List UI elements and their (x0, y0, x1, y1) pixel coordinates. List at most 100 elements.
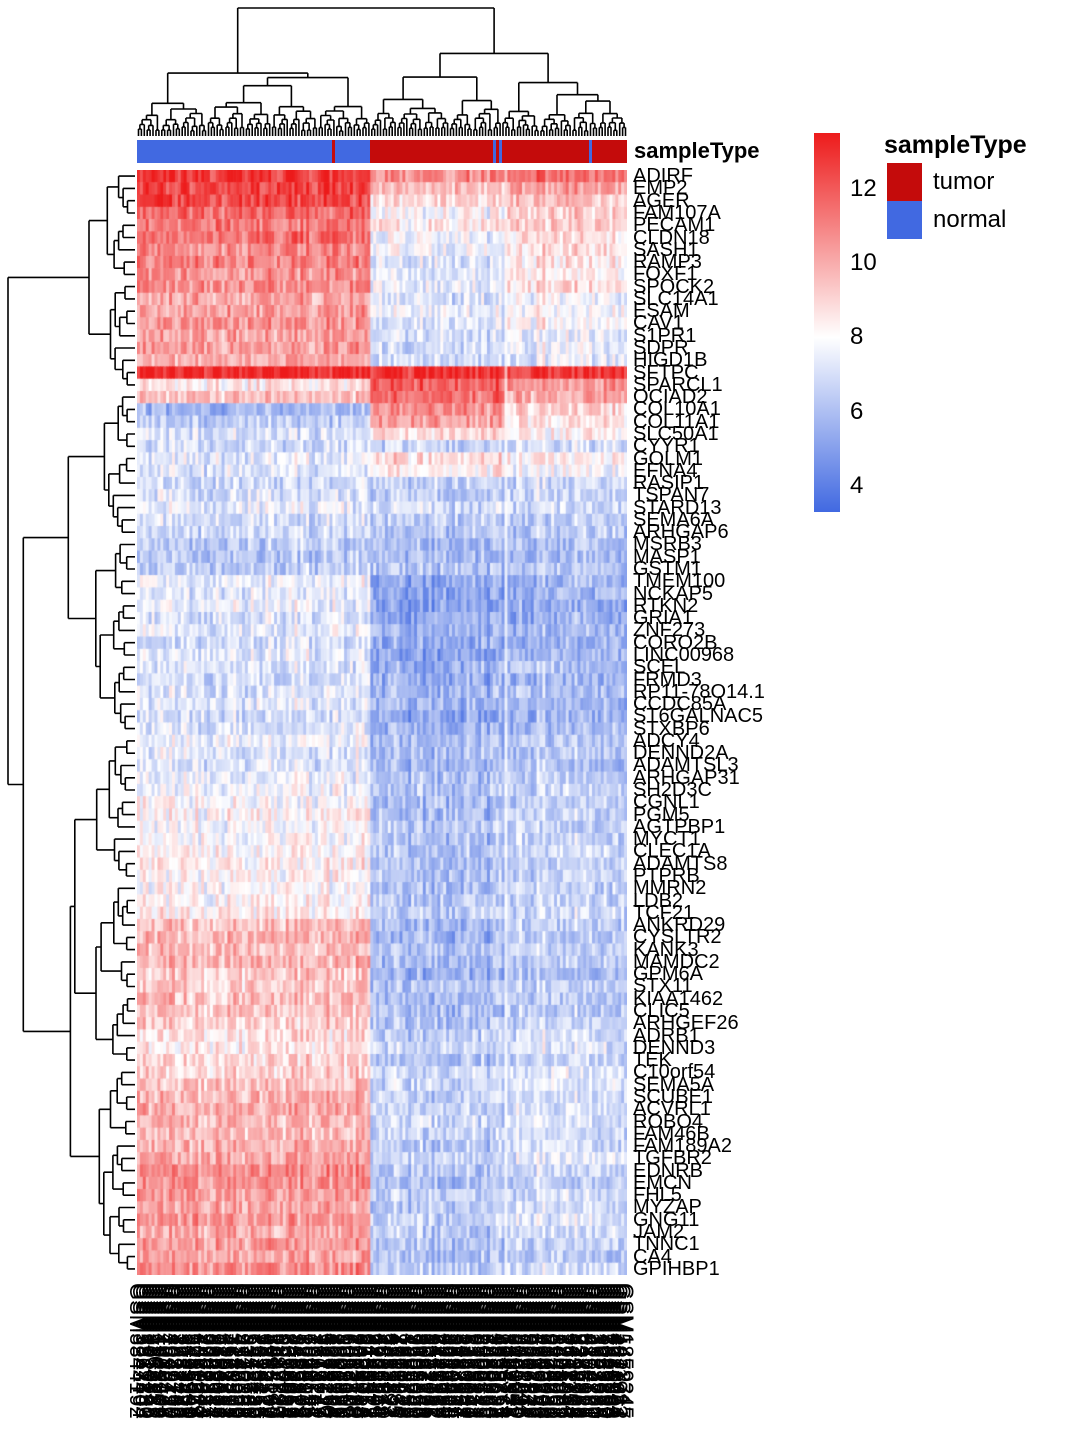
column-label: GSM6449489 (242, 1283, 268, 1419)
row-label: STARD13 (633, 496, 722, 519)
column-label: GSM1331085 (417, 1283, 443, 1419)
row-label: HIGD1B (633, 349, 708, 372)
column-label: GSM8688259 (393, 1283, 419, 1419)
colorbar-tick-label: 6 (850, 397, 864, 425)
column-label: GSM9984488 (347, 1283, 373, 1419)
column-label: GSM3477727 (312, 1283, 338, 1419)
column-label: GSM3854836 (443, 1283, 469, 1419)
column-label: GSM2651354 (352, 1283, 378, 1419)
colorbar-tick-label: 10 (850, 249, 877, 277)
column-label: GSM5546200 (595, 1283, 621, 1419)
row-label: ADRB1 (633, 1024, 700, 1047)
column-label: GSM9043204 (530, 1283, 556, 1419)
row-label: FOXF1 (633, 263, 698, 286)
column-label: GSM7961484 (192, 1283, 218, 1419)
column-label: GSM9057249 (411, 1283, 437, 1419)
column-label: GSM2730941 (233, 1283, 259, 1419)
column-label: GSM2238961 (364, 1283, 390, 1419)
column-label: GSM2790913 (428, 1283, 454, 1419)
row-label: ADCY4 (633, 729, 700, 752)
row-label: CA4 (633, 1245, 672, 1268)
column-label: GSM8388223 (282, 1283, 308, 1419)
column-label: GSM4686810 (370, 1283, 396, 1419)
row-label: GOLM1 (633, 447, 704, 470)
row-label: GNG11 (633, 1208, 700, 1231)
column-label: GSM9854161 (574, 1283, 600, 1419)
row-label: SH2D3C (633, 779, 712, 802)
column-label: GSM3668659 (277, 1283, 303, 1419)
column-label: GSM9927150 (431, 1283, 457, 1419)
column-label: GSM5093140 (259, 1283, 285, 1419)
row-label: TNNC1 (633, 1233, 700, 1256)
column-label: GSM6159917 (355, 1283, 381, 1419)
column-label: GSM7910142 (300, 1283, 326, 1419)
annotation-segment-tumor (591, 140, 627, 163)
column-label: GSM3967191 (414, 1283, 440, 1419)
row-label: TEK (633, 1049, 672, 1072)
row-label: MAMDC2 (633, 950, 720, 973)
column-label: GSM5453372 (376, 1283, 402, 1419)
column-label: GSM1579490 (157, 1283, 183, 1419)
column-label: GSM5183837 (446, 1283, 472, 1419)
row-label: ARHGEF26 (633, 1012, 739, 1035)
row-label: MMRN2 (633, 877, 707, 900)
row-label: RP11-78O14.1 (633, 680, 765, 703)
column-label: GSM5899094 (274, 1283, 300, 1419)
row-label: ADIRF (633, 165, 693, 188)
column-label: GSM3344192 (125, 1283, 151, 1419)
column-label: GSM8551312 (420, 1283, 446, 1419)
row-label: DENND3 (633, 1036, 716, 1059)
legend-swatch-normal (887, 201, 922, 239)
row-label: PTPRB (633, 864, 700, 887)
column-label: GSM6415352 (422, 1283, 448, 1419)
row-label: SLC50A1 (633, 422, 719, 445)
row-label: FRMD3 (633, 668, 702, 691)
column-label: GSM2623588 (586, 1283, 612, 1419)
column-label: GSM4221866 (434, 1283, 460, 1419)
column-label: GSM2939843 (525, 1283, 551, 1419)
row-label: CLEC1A (633, 840, 711, 863)
row-label: AGTPBP1 (633, 815, 726, 838)
row-label: TCF21 (633, 901, 695, 924)
column-label: GSM7043774 (492, 1283, 518, 1419)
row-label: PGM5 (633, 803, 690, 826)
column-label: GSM4154371 (577, 1283, 603, 1419)
annotation-segment-normal (498, 140, 502, 163)
column-label: GSM5473717 (609, 1283, 635, 1419)
column-label: GSM7212190 (134, 1283, 160, 1419)
column-label: GSM8931061 (542, 1283, 568, 1419)
row-label: FHL5 (633, 1184, 682, 1207)
row-label: SEMA5A (633, 1073, 715, 1096)
column-label: GSM2886386 (207, 1283, 233, 1419)
column-label: GSM5668911 (198, 1283, 224, 1418)
column-label: GSM9935638 (484, 1283, 510, 1419)
column-label: GSM1710279 (387, 1283, 413, 1419)
row-label: LDB2 (633, 889, 684, 912)
annotation-segment-normal (589, 140, 592, 163)
column-label: GSM7193713 (212, 1283, 238, 1419)
column-label: GSM8819892 (379, 1283, 405, 1419)
column-label: GSM3400042 (501, 1283, 527, 1419)
column-label: GSM5866761 (490, 1283, 516, 1419)
column-label: GSM1102157 (142, 1283, 168, 1418)
column-label: GSM1218411 (437, 1283, 463, 1418)
column-label: GSM7038473 (151, 1283, 177, 1419)
row-label: ARHGAP31 (633, 766, 740, 789)
column-label: GSM1408929 (548, 1283, 574, 1419)
row-label: SPARCL1 (633, 373, 723, 396)
column-label: GSM5104487 (210, 1283, 236, 1419)
column-label: GSM7063138 (472, 1283, 498, 1419)
column-label: GSM1095790 (344, 1283, 370, 1419)
column-label: GSM4295727 (154, 1283, 180, 1419)
row-label: TMEM100 (633, 570, 726, 593)
annotation-segment-tumor (332, 140, 336, 163)
row-label: C10orf54 (633, 1061, 716, 1084)
row-label: AGER (633, 189, 690, 212)
row-label: EMP2 (633, 177, 688, 200)
row-label: MSRB3 (633, 533, 702, 556)
column-label: GSM5867843 (131, 1283, 157, 1419)
column-label: GSM6824250 (539, 1283, 565, 1419)
column-label: GSM9513946 (519, 1283, 545, 1419)
row-label: KANK3 (633, 938, 699, 961)
